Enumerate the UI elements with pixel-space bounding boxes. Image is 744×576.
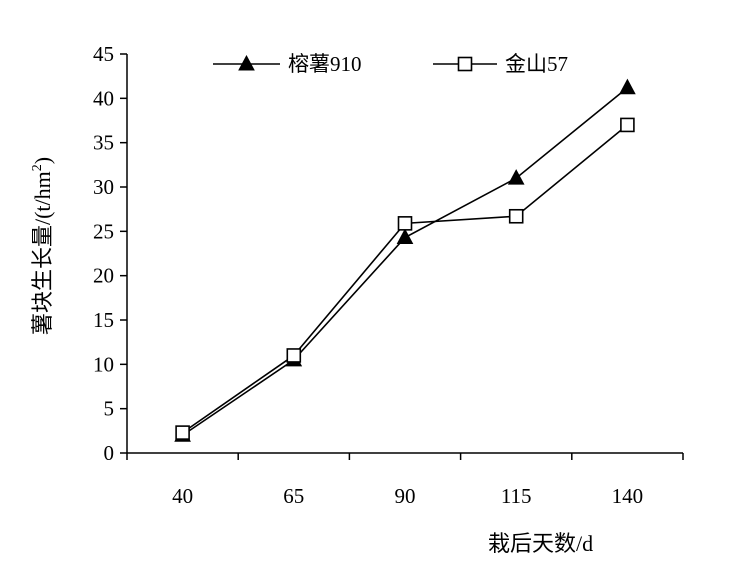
series-2 (175, 117, 635, 440)
y-tick-label: 0 (104, 441, 115, 465)
y-tick-label: 40 (93, 86, 114, 110)
series-line (182, 124, 628, 434)
y-tick-label: 25 (93, 219, 114, 243)
x-tick-label: 40 (172, 484, 193, 508)
data-point (175, 425, 190, 440)
axes (126, 54, 683, 454)
y-tick-label: 35 (93, 131, 114, 155)
y-axis-title-close: ) (30, 157, 55, 164)
data-point (508, 208, 524, 224)
data-point (507, 169, 525, 185)
legend-item-1: 榕薯910 (213, 52, 362, 76)
y-axis-ticks: 0 5 10 15 20 25 30 35 40 45 (93, 42, 127, 465)
data-point (396, 228, 414, 245)
y-tick-label: 45 (93, 42, 114, 66)
legend-label: 榕薯910 (288, 52, 362, 76)
y-tick-label: 20 (93, 264, 114, 288)
x-tick-label: 140 (612, 484, 644, 508)
series-layer (174, 78, 636, 442)
series-line (182, 87, 628, 436)
y-tick-label: 30 (93, 175, 114, 199)
y-tick-label: 10 (93, 352, 114, 376)
x-axis-title: 栽后天数/d (488, 531, 593, 556)
legend-marker (457, 56, 473, 72)
series-1 (174, 78, 636, 442)
y-axis-title-superscript: 2 (30, 164, 45, 171)
y-tick-label: 5 (104, 397, 115, 421)
data-point (619, 78, 636, 95)
y-tick-label: 15 (93, 308, 114, 332)
data-point (620, 117, 635, 133)
legend: 榕薯910 金山57 (213, 52, 568, 76)
data-point (286, 348, 302, 363)
legend-item-2: 金山57 (433, 52, 568, 76)
y-axis-title: 薯块生长量/(t/hm2) (30, 157, 55, 335)
x-tick-label: 65 (283, 484, 304, 508)
x-axis-ticks: 40 65 90 115 140 (126, 453, 684, 508)
legend-marker (238, 54, 255, 71)
data-point (397, 216, 413, 231)
x-tick-label: 90 (395, 484, 416, 508)
legend-label: 金山57 (505, 52, 568, 76)
y-axis-title-main: 薯块生长量/(t/hm (30, 171, 55, 335)
x-tick-label: 115 (501, 484, 532, 508)
